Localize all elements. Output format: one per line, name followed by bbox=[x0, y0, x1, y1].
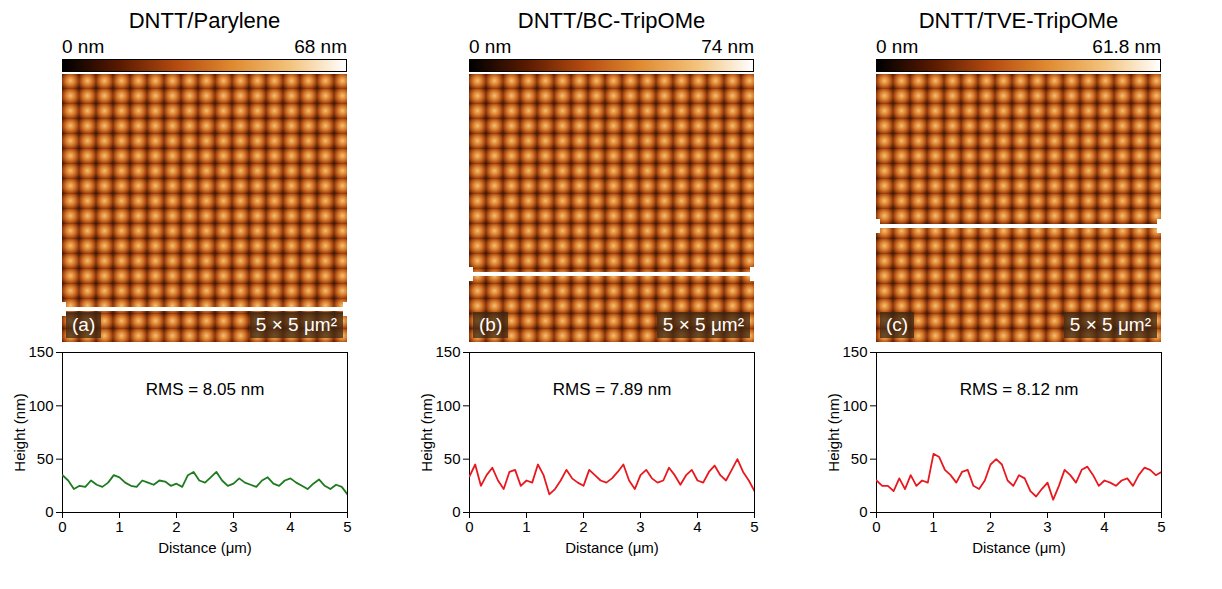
svg-text:3: 3 bbox=[636, 518, 644, 535]
svg-text:100: 100 bbox=[435, 397, 460, 414]
svg-text:1: 1 bbox=[929, 518, 937, 535]
html-text:DNTT/TVE-TripOMe: DNTT/TVE-TripOMe bbox=[918, 8, 1119, 33]
html-text:0 nm: 0 nm bbox=[876, 36, 919, 57]
svg-text:0: 0 bbox=[452, 503, 460, 520]
html-text:(c): (c) bbox=[886, 314, 909, 335]
svg-text:100: 100 bbox=[28, 397, 53, 414]
svg-text:5: 5 bbox=[343, 518, 351, 535]
html-text:74 nm: 74 nm bbox=[701, 36, 754, 57]
svg-text:0: 0 bbox=[465, 518, 473, 535]
html-text:(b): (b) bbox=[479, 314, 503, 335]
svg-text:RMS = 7.89 nm: RMS = 7.89 nm bbox=[553, 380, 672, 399]
svg-text:50: 50 bbox=[444, 450, 461, 467]
svg-text:1: 1 bbox=[522, 518, 530, 535]
svg-text:100: 100 bbox=[842, 397, 867, 414]
svg-text:3: 3 bbox=[1043, 518, 1051, 535]
svg-text:4: 4 bbox=[693, 518, 701, 535]
svg-text:1: 1 bbox=[115, 518, 123, 535]
svg-text:0: 0 bbox=[859, 503, 867, 520]
svg-text:2: 2 bbox=[986, 518, 994, 535]
html-text:5 × 5 μm²: 5 × 5 μm² bbox=[662, 314, 744, 335]
svg-text:5: 5 bbox=[1157, 518, 1165, 535]
svg-text:Height (nm): Height (nm) bbox=[825, 393, 842, 471]
svg-text:Distance (μm): Distance (μm) bbox=[972, 539, 1066, 556]
svg-text:50: 50 bbox=[851, 450, 868, 467]
svg-text:50: 50 bbox=[37, 450, 54, 467]
svg-text:150: 150 bbox=[842, 344, 867, 360]
html-text:5 × 5 μm²: 5 × 5 μm² bbox=[255, 314, 337, 335]
svg-text:RMS = 8.12 nm: RMS = 8.12 nm bbox=[960, 380, 1079, 399]
html-text:0 nm: 0 nm bbox=[62, 36, 105, 57]
html-text:DNTT/Parylene: DNTT/Parylene bbox=[128, 8, 281, 33]
svg-text:3: 3 bbox=[229, 518, 237, 535]
svg-text:Distance (μm): Distance (μm) bbox=[158, 539, 252, 556]
svg-text:0: 0 bbox=[45, 503, 53, 520]
html-text:5 × 5 μm²: 5 × 5 μm² bbox=[1069, 314, 1151, 335]
svg-text:5: 5 bbox=[750, 518, 758, 535]
svg-text:2: 2 bbox=[579, 518, 587, 535]
svg-text:RMS = 8.05 nm: RMS = 8.05 nm bbox=[146, 380, 265, 399]
svg-text:150: 150 bbox=[28, 344, 53, 360]
svg-text:150: 150 bbox=[435, 344, 460, 360]
svg-text:2: 2 bbox=[172, 518, 180, 535]
svg-text:Height (nm): Height (nm) bbox=[418, 393, 435, 471]
html-text:(a): (a) bbox=[72, 314, 96, 335]
html-text:DNTT/BC-TripOMe: DNTT/BC-TripOMe bbox=[517, 8, 706, 33]
svg-text:Distance (μm): Distance (μm) bbox=[565, 539, 659, 556]
svg-text:0: 0 bbox=[58, 518, 66, 535]
svg-text:4: 4 bbox=[286, 518, 294, 535]
html-text:0 nm: 0 nm bbox=[469, 36, 512, 57]
svg-text:0: 0 bbox=[872, 518, 880, 535]
html-text:61.8 nm: 61.8 nm bbox=[1092, 36, 1161, 57]
svg-text:Height (nm): Height (nm) bbox=[11, 393, 28, 471]
html-text:68 nm: 68 nm bbox=[294, 36, 347, 57]
svg-text:4: 4 bbox=[1100, 518, 1108, 535]
